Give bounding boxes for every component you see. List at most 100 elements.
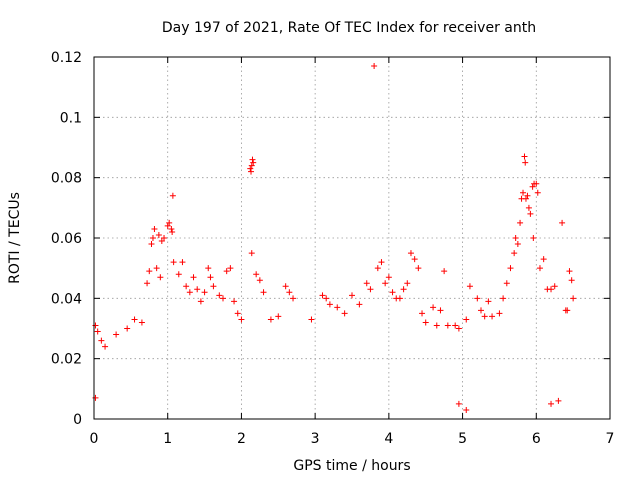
data-point — [511, 250, 518, 257]
data-point — [153, 265, 160, 272]
data-point — [267, 316, 274, 323]
data-point — [455, 325, 462, 332]
y-tick-label: 0.12 — [51, 50, 82, 66]
data-point — [411, 256, 418, 263]
data-point — [131, 316, 138, 323]
data-point — [521, 153, 528, 160]
data-point — [238, 316, 245, 323]
data-point — [250, 159, 257, 166]
data-point — [500, 295, 507, 302]
data-point — [210, 283, 217, 290]
data-point — [385, 274, 392, 281]
data-point — [478, 307, 484, 314]
data-point — [527, 210, 534, 217]
data-point — [227, 265, 234, 272]
data-point — [503, 280, 510, 287]
data-point — [169, 192, 176, 199]
data-point — [94, 328, 101, 335]
y-tick-labels: 0 0.02 0.04 0.06 0.08 0.1 0.12 — [51, 50, 82, 428]
data-point — [220, 295, 226, 302]
data-point — [349, 292, 355, 299]
data-point — [113, 331, 120, 338]
data-point — [190, 274, 197, 281]
y-tick-label: 0.08 — [51, 171, 82, 187]
data-point — [124, 325, 131, 332]
data-point — [356, 301, 363, 308]
y-axis-label: ROTI / TECUs — [7, 192, 23, 284]
plot-frame — [93, 56, 611, 420]
grid-lines — [94, 57, 610, 419]
data-point — [275, 313, 282, 320]
y-tick-label: 0.02 — [51, 352, 82, 368]
x-axis-label: GPS time / hours — [293, 458, 410, 474]
data-point — [168, 225, 175, 232]
data-point — [522, 195, 529, 202]
data-point — [179, 259, 186, 266]
data-point — [422, 319, 429, 326]
data-point — [290, 295, 297, 302]
data-point — [444, 322, 451, 329]
data-point — [496, 310, 503, 317]
x-tick-labels: 0 1 2 3 4 5 6 7 — [90, 431, 615, 447]
data-point — [463, 406, 470, 413]
data-point — [151, 225, 158, 232]
data-point — [308, 316, 315, 323]
data-point — [489, 313, 496, 320]
data-point — [282, 283, 289, 290]
data-point — [144, 280, 151, 287]
data-point — [253, 271, 260, 278]
data-point — [155, 231, 162, 238]
data-point — [415, 265, 422, 272]
data-point — [512, 235, 519, 241]
data-point — [455, 400, 462, 407]
data-point — [389, 289, 396, 296]
data-point — [396, 295, 403, 302]
data-point — [175, 271, 182, 278]
data-point — [548, 400, 555, 407]
data-point — [564, 307, 571, 314]
data-point — [437, 307, 444, 314]
data-point — [166, 219, 173, 226]
data-point — [234, 310, 241, 317]
data-point — [248, 168, 255, 175]
data-point — [559, 219, 566, 226]
x-tick-label: 5 — [458, 431, 467, 447]
data-point — [231, 298, 238, 305]
data-point — [323, 295, 330, 302]
data-point — [568, 277, 575, 284]
data-point — [524, 192, 531, 199]
data-point — [223, 268, 230, 275]
data-point — [138, 319, 145, 326]
data-point — [570, 295, 577, 302]
data-point — [441, 268, 448, 275]
data-point — [463, 316, 470, 323]
data-point — [260, 289, 267, 296]
x-tick-label: 3 — [311, 431, 320, 447]
x-tick-label: 7 — [606, 431, 615, 447]
data-point — [341, 310, 348, 317]
data-point — [374, 265, 381, 272]
data-point — [207, 274, 214, 281]
data-point — [92, 322, 99, 329]
data-point — [433, 322, 440, 329]
data-point — [194, 286, 201, 293]
y-tick-label: 0.04 — [51, 291, 82, 307]
data-point — [525, 204, 532, 211]
data-point — [148, 241, 155, 248]
x-tick-label: 1 — [163, 431, 172, 447]
data-point — [326, 301, 333, 308]
data-point — [430, 304, 437, 311]
y-tick-label: 0 — [73, 412, 82, 428]
data-point — [216, 292, 223, 299]
data-point — [536, 265, 543, 272]
data-point — [149, 235, 156, 241]
x-tick-label: 0 — [90, 431, 99, 447]
data-points — [92, 63, 577, 413]
data-point — [367, 286, 374, 293]
data-point — [201, 289, 208, 296]
data-point — [183, 283, 190, 290]
data-point — [102, 343, 109, 350]
data-point — [452, 322, 459, 329]
data-point — [534, 189, 541, 196]
chart-title: Day 197 of 2021, Rate Of TEC Index for r… — [162, 20, 536, 36]
